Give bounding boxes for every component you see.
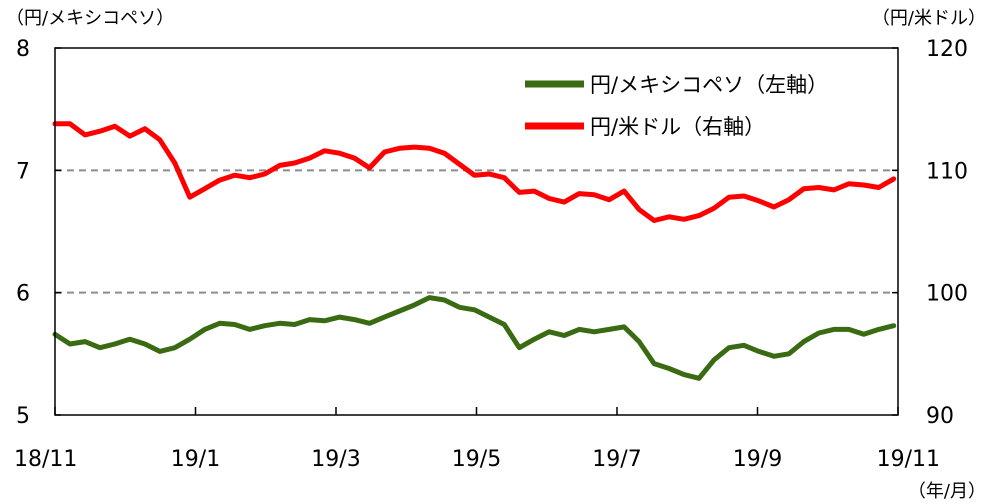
x-tick-label: 19/5 [452, 447, 501, 472]
legend-label-mxn: 円/メキシコペソ（左軸） [590, 73, 828, 97]
right-axis-unit: （円/米ドル） [872, 8, 986, 29]
left-axis-unit: （円/メキシコペソ） [6, 8, 174, 29]
right-tick-label: 120 [926, 37, 968, 62]
right-tick-label: 90 [926, 404, 954, 429]
series-line-usd [52, 121, 897, 223]
legend: 円/メキシコペソ（左軸） 円/米ドル（右軸） [525, 73, 828, 139]
right-tick-label: 100 [926, 282, 968, 307]
x-tick-label: 19/11 [877, 447, 940, 472]
right-tick-label: 110 [926, 159, 968, 184]
left-tick-label: 8 [16, 37, 30, 62]
legend-label-usd: 円/米ドル（右軸） [590, 115, 765, 139]
x-tick-label: 19/1 [171, 447, 220, 472]
axes: 5 6 7 8 90 100 110 120 18/11 19/1 19/3 19/5 19/7 19/9… [14, 37, 968, 472]
x-tick-label: 18/11 [14, 447, 77, 472]
left-tick-label: 6 [16, 282, 30, 307]
series-line-mxn [52, 295, 897, 381]
x-axis-unit: （年/月） [908, 481, 986, 502]
gridlines [55, 169, 898, 294]
x-tick-label: 19/7 [592, 447, 641, 472]
left-tick-label: 7 [16, 159, 30, 184]
x-tick-label: 19/9 [733, 447, 782, 472]
plot-frame [54, 47, 899, 416]
x-tick-label: 19/3 [311, 447, 360, 472]
series-group [52, 121, 897, 381]
left-tick-label: 5 [16, 404, 30, 429]
